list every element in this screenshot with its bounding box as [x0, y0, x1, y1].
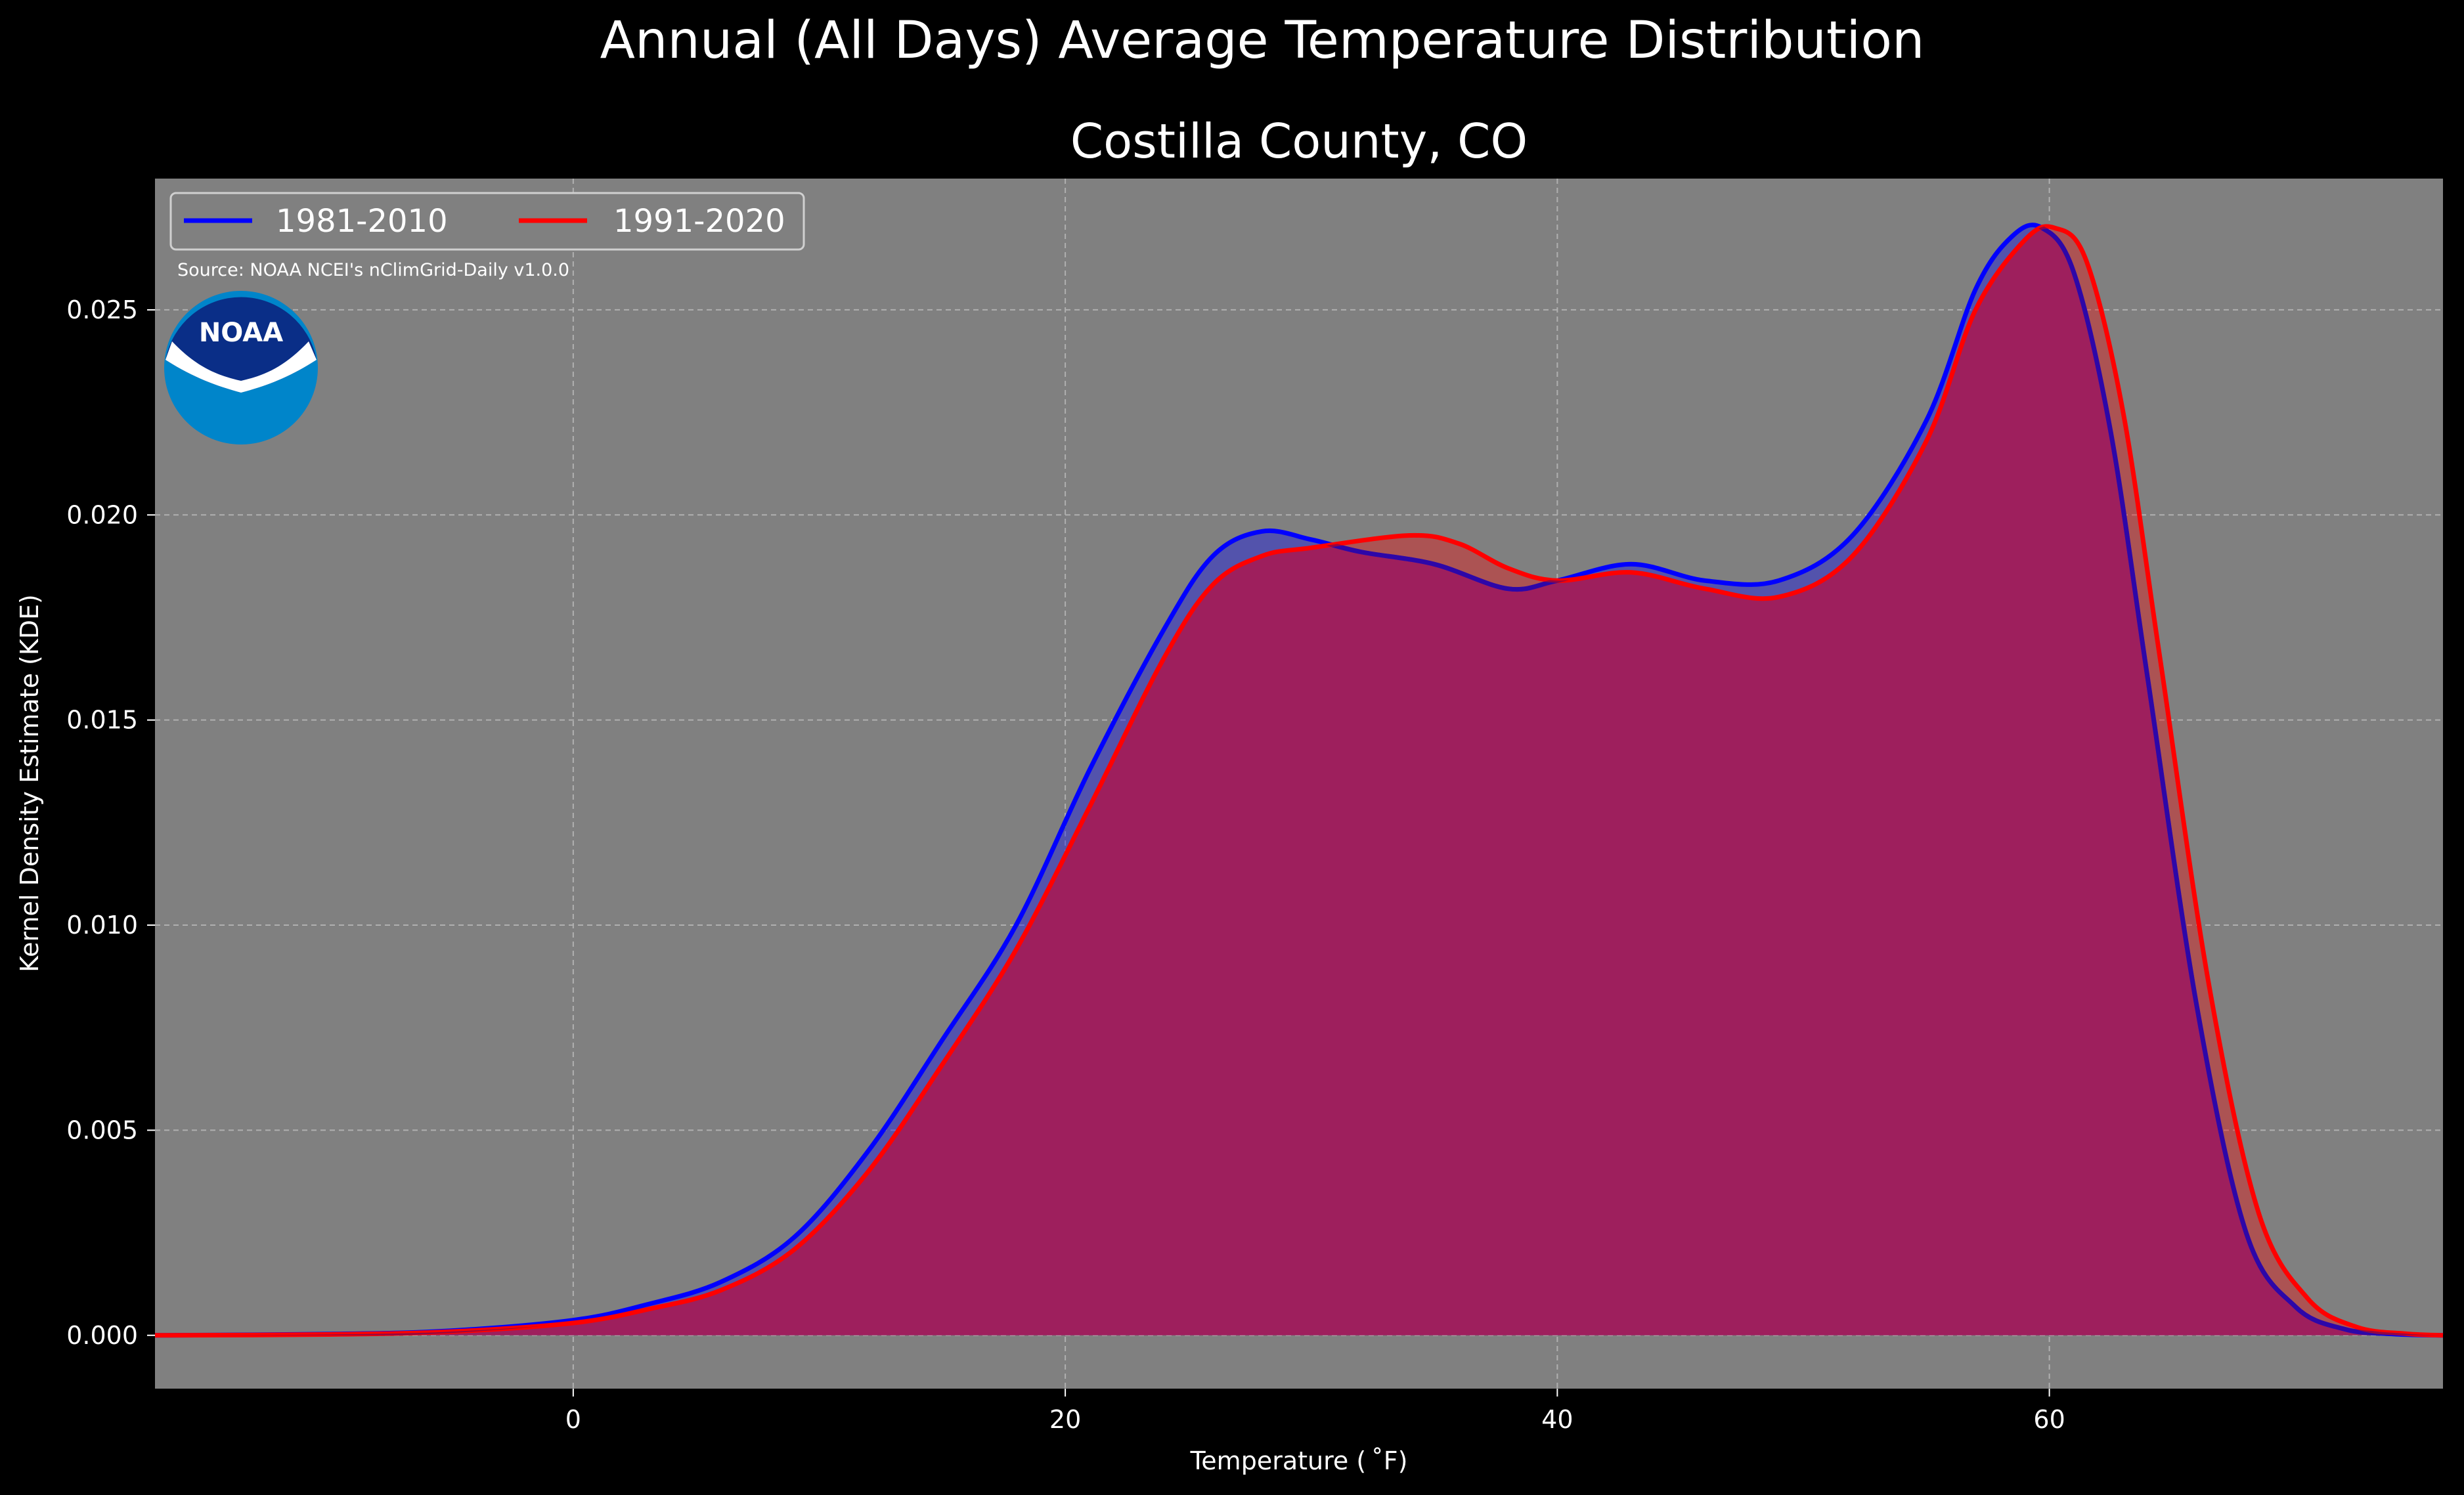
- x-tick-label: 0: [565, 1405, 581, 1434]
- y-axis-label: Kernel Density Estimate (KDE): [15, 594, 44, 972]
- noaa-logo: NOAA: [164, 291, 318, 444]
- source-note: Source: NOAA NCEI's nClimGrid-Daily v1.0…: [177, 260, 569, 280]
- overlap-area: [155, 226, 2443, 1335]
- y-tick-label: 0.000: [66, 1321, 138, 1350]
- y-tick-label: 0.015: [66, 706, 138, 735]
- legend-frame: [169, 192, 805, 251]
- x-axis: 0 20 40 60: [565, 1389, 2065, 1434]
- x-tick-label: 20: [1049, 1405, 1081, 1434]
- legend-label-1981-2010: 1981-2010: [276, 203, 448, 240]
- chart-title: Costilla County, CO: [1070, 114, 1528, 169]
- y-tick-label: 0.005: [66, 1116, 138, 1144]
- y-axis: 0.000 0.005 0.010 0.015 0.020 0.025: [66, 295, 155, 1350]
- plot-area: [154, 179, 2444, 1389]
- legend-label-1991-2020: 1991-2020: [613, 203, 785, 240]
- chart-suptitle: Annual (All Days) Average Temperature Di…: [600, 11, 1925, 70]
- noaa-logo-gull-icon: [165, 341, 317, 393]
- y-tick-label: 0.020: [66, 500, 138, 529]
- noaa-logo-text: NOAA: [199, 318, 283, 348]
- x-axis-label: Temperature ( ˚F): [1190, 1446, 1408, 1475]
- series-layer: [154, 223, 2444, 1338]
- x-tick-label: 60: [2033, 1405, 2065, 1434]
- line-1991-2020: [154, 224, 2444, 1338]
- y-tick-label: 0.025: [66, 295, 138, 324]
- y-tick-label: 0.010: [66, 911, 138, 940]
- legend[interactable]: 1981-2010 1991-2020: [169, 192, 805, 251]
- x-tick-label: 40: [1541, 1405, 1573, 1434]
